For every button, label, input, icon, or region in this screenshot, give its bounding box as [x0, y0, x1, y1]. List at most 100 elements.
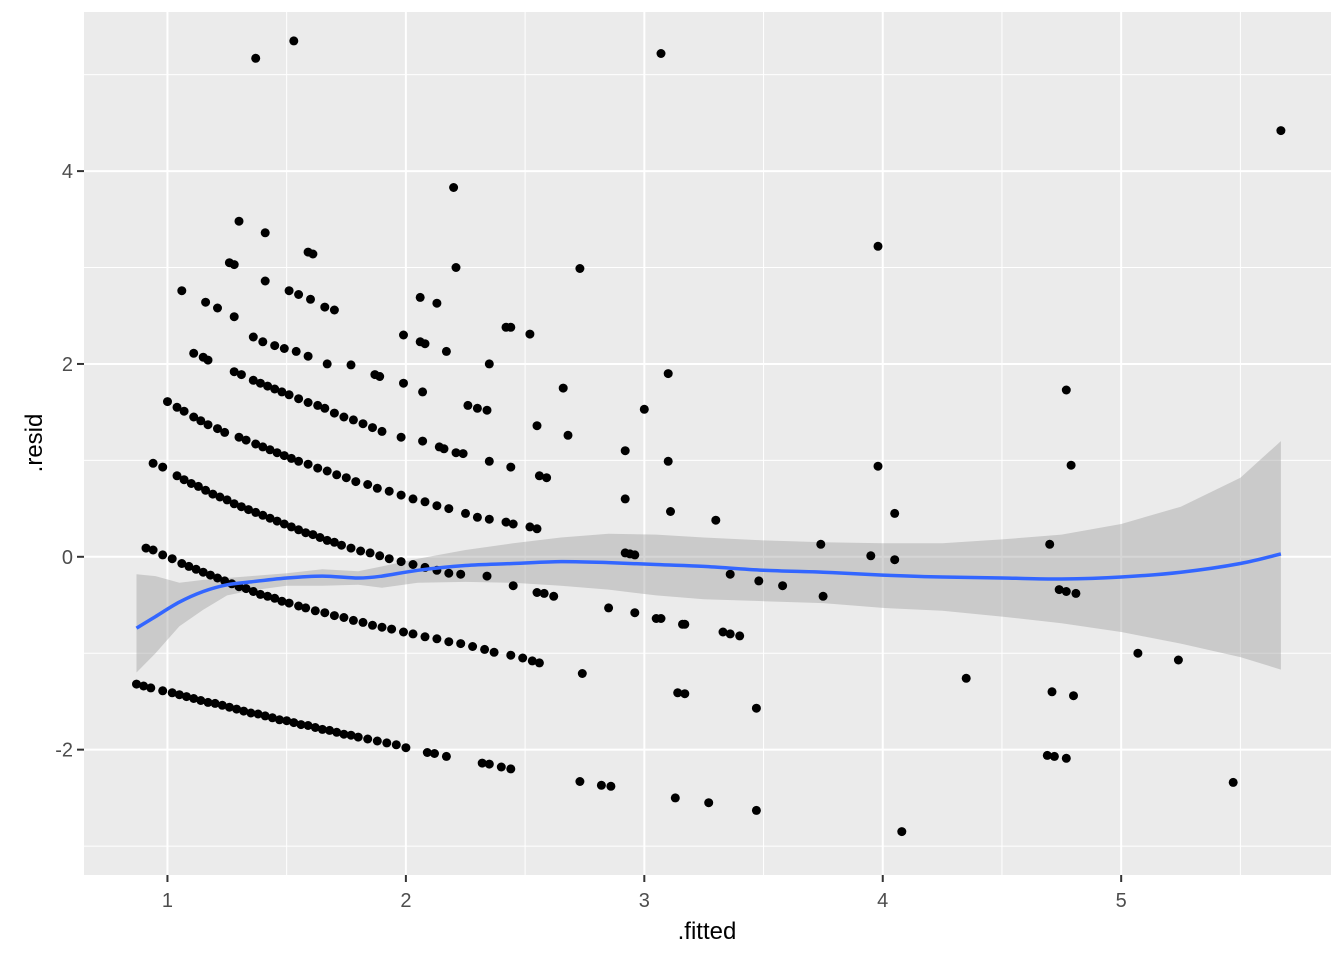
data-point [451, 263, 461, 272]
data-point [282, 716, 292, 726]
data-point [482, 571, 492, 581]
data-point [263, 591, 273, 601]
data-point [391, 740, 401, 750]
data-point [260, 228, 270, 238]
data-point [255, 378, 265, 388]
data-point [1054, 585, 1064, 595]
x-axis-ticks: 1 2 3 4 5 [162, 875, 1127, 912]
data-point [711, 515, 721, 525]
data-point [203, 697, 213, 707]
data-point [482, 405, 492, 415]
data-point [1276, 126, 1286, 136]
data-point [444, 504, 454, 514]
data-point [286, 453, 296, 463]
data-point [222, 495, 232, 505]
data-point [258, 510, 268, 520]
data-point [189, 694, 199, 703]
data-point [265, 513, 275, 523]
data-point [339, 412, 349, 422]
data-point [680, 689, 690, 699]
data-point [1045, 539, 1055, 549]
data-point [606, 781, 616, 791]
data-point [539, 588, 549, 598]
data-point [141, 543, 151, 553]
data-point [1069, 691, 1078, 701]
data-point [270, 341, 280, 351]
data-point [341, 473, 351, 483]
data-point [229, 260, 239, 270]
data-point [196, 696, 206, 705]
data-point [158, 462, 168, 472]
data-point [182, 692, 191, 702]
y-tick-label: 4 [62, 161, 73, 183]
data-point [375, 372, 385, 381]
data-point [303, 721, 313, 730]
data-point [236, 502, 246, 512]
data-point [322, 359, 332, 369]
data-point [673, 688, 683, 698]
data-point [205, 570, 215, 580]
data-point [525, 329, 535, 339]
data-point [229, 499, 239, 509]
data-point [441, 346, 451, 356]
data-point [258, 442, 268, 452]
data-point [399, 627, 408, 637]
data-point [430, 749, 439, 758]
data-point [506, 322, 516, 332]
data-point [596, 780, 606, 790]
data-point [244, 505, 253, 515]
data-point [620, 494, 630, 504]
data-point [577, 669, 587, 678]
x-tick-label: 4 [877, 890, 888, 912]
data-point [332, 727, 342, 737]
data-point [377, 426, 387, 436]
data-point [630, 608, 640, 618]
data-point [1228, 777, 1238, 787]
data-point [289, 718, 299, 728]
data-point [518, 653, 528, 663]
data-point [301, 528, 311, 538]
data-point [363, 480, 373, 489]
data-point [203, 420, 213, 430]
data-point [620, 446, 630, 456]
data-point [286, 522, 296, 532]
data-point [563, 430, 573, 440]
data-point [248, 375, 258, 385]
data-point [372, 736, 382, 746]
data-point [279, 451, 289, 461]
data-point [408, 494, 418, 504]
data-point [484, 759, 494, 769]
data-point [213, 573, 222, 583]
data-point [432, 501, 442, 511]
data-point [461, 508, 470, 518]
data-point [260, 276, 270, 286]
data-point [272, 448, 282, 458]
data-point [432, 634, 442, 644]
data-point [420, 497, 430, 507]
data-point [251, 507, 261, 517]
x-tick-label: 5 [1116, 890, 1127, 912]
data-point [189, 348, 199, 358]
data-point [418, 436, 428, 446]
data-point [456, 569, 466, 579]
scatter-points [132, 36, 1286, 837]
data-point [656, 49, 666, 58]
data-point [189, 412, 199, 422]
data-point [210, 698, 220, 708]
data-point [179, 406, 189, 416]
data-point [329, 408, 339, 418]
data-point [718, 627, 728, 637]
data-point [167, 688, 177, 698]
data-point [306, 294, 315, 304]
data-point [346, 360, 356, 370]
data-point [253, 709, 263, 719]
confidence-band [136, 441, 1281, 673]
data-point [217, 700, 227, 710]
data-point [506, 650, 516, 660]
data-point [132, 679, 141, 689]
data-point [353, 732, 363, 742]
data-point [527, 656, 537, 666]
data-point [294, 290, 304, 299]
data-point [484, 456, 494, 466]
data-point [890, 508, 900, 518]
